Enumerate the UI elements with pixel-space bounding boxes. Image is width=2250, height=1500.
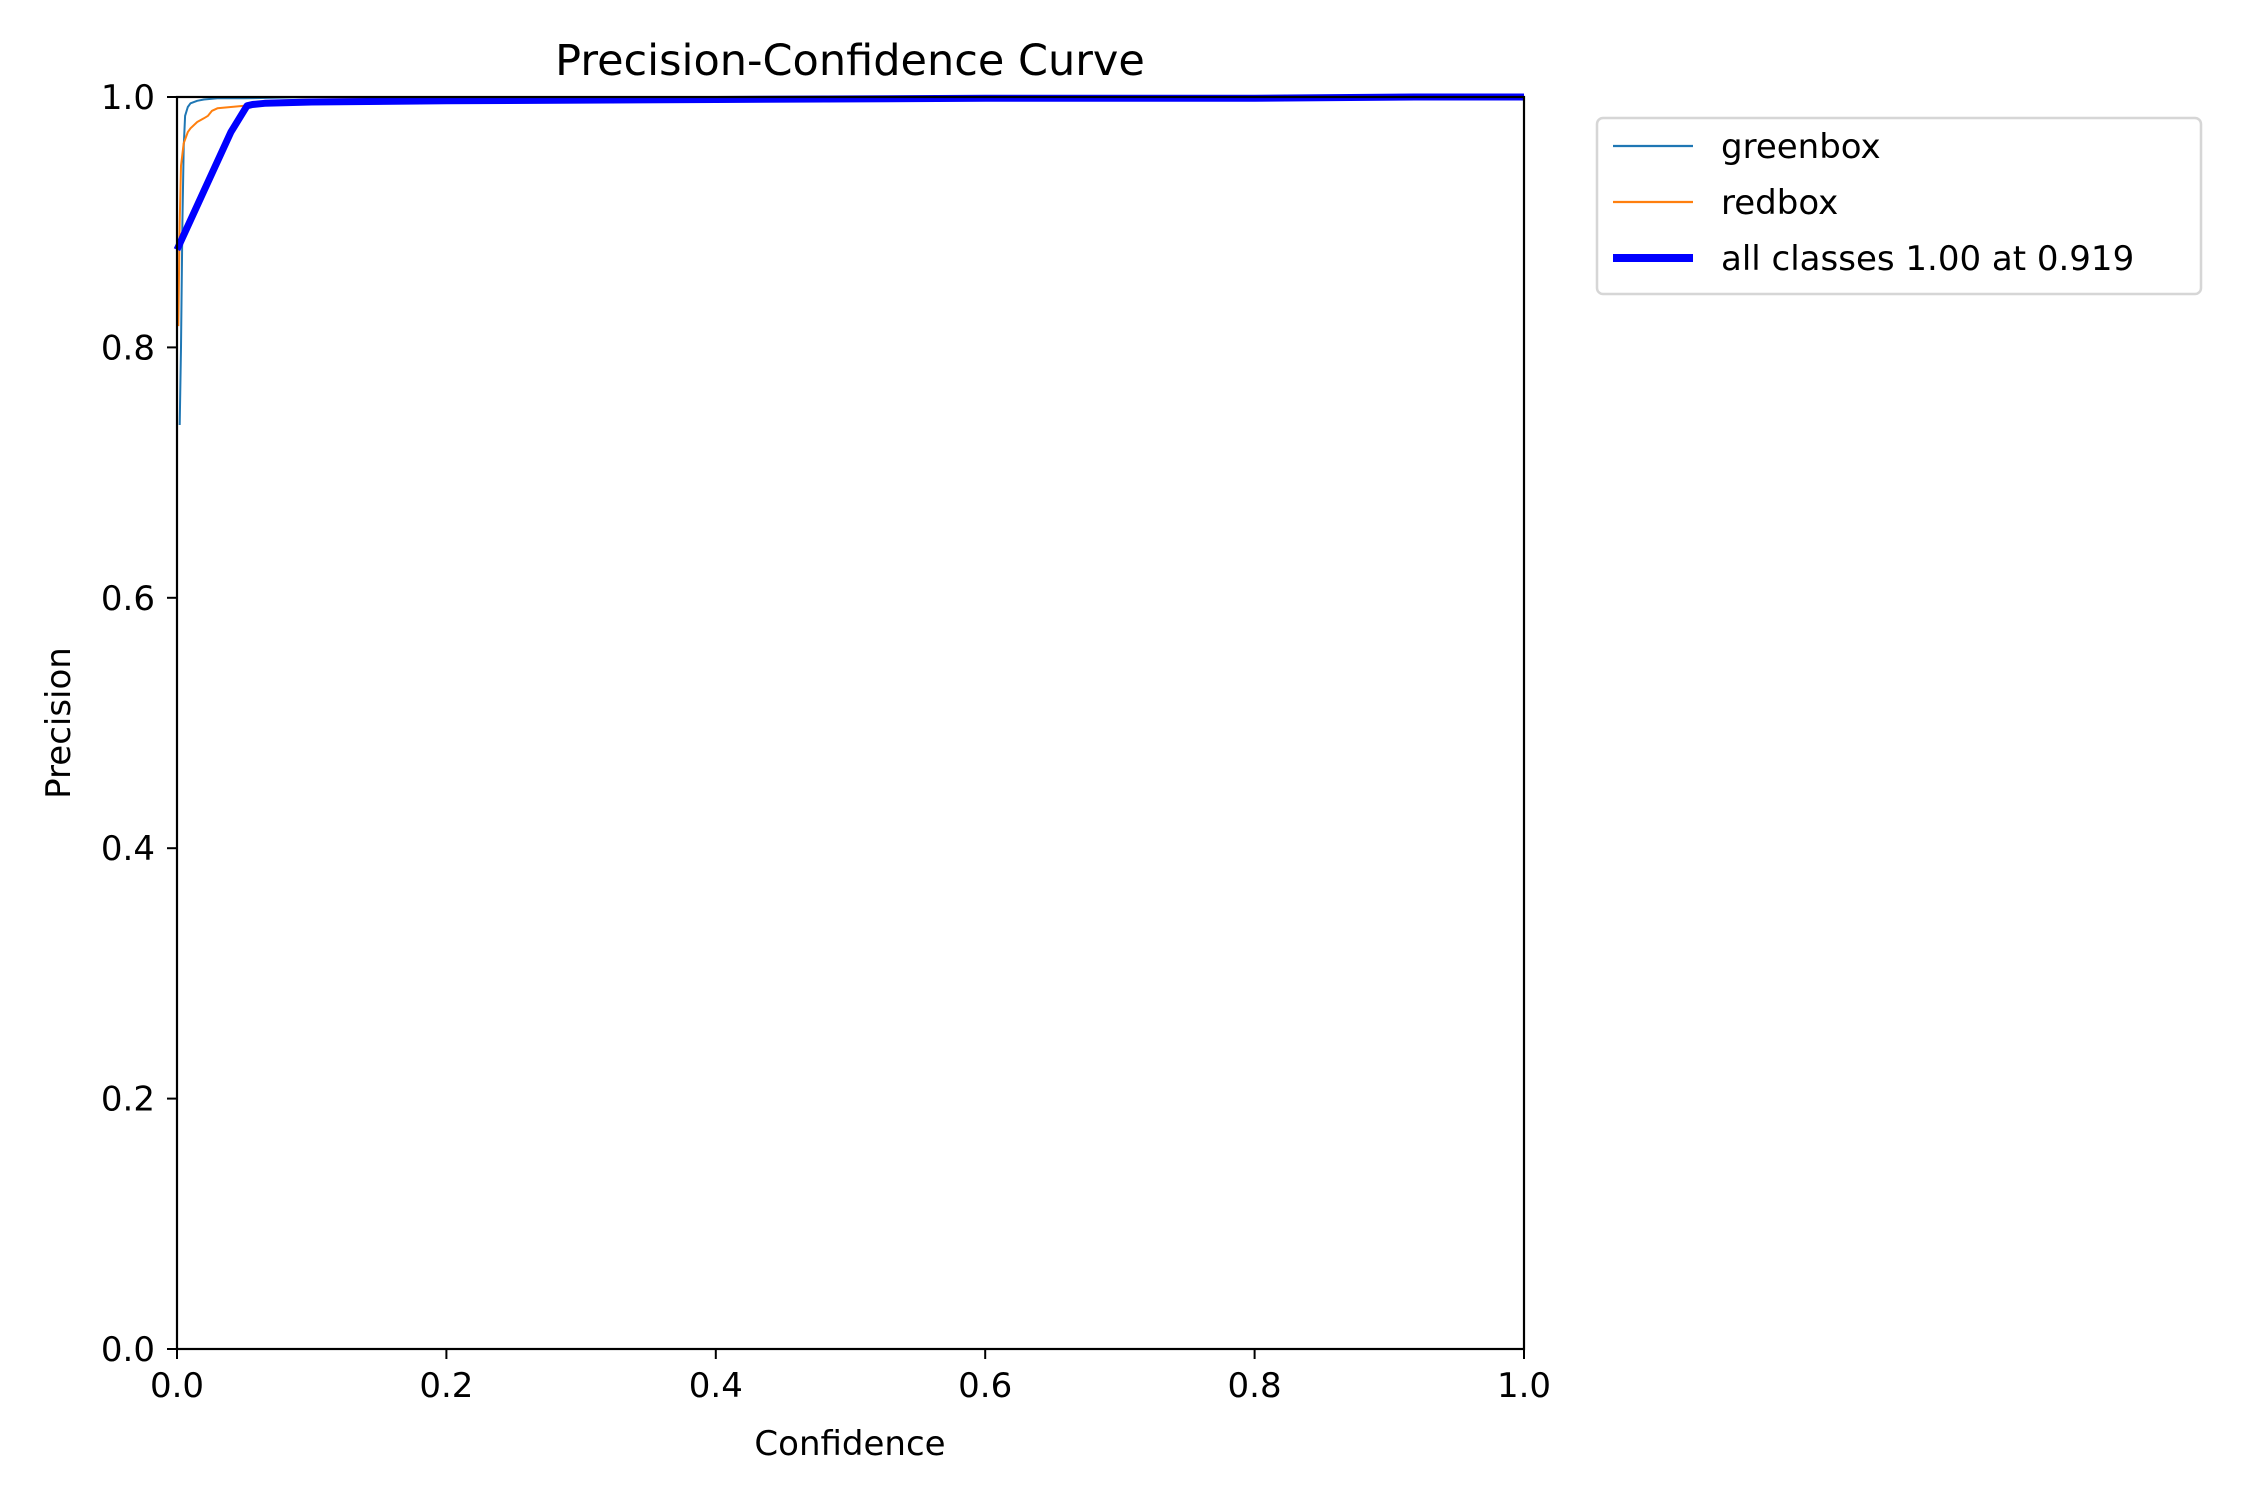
y-tick-label: 0.8 — [101, 328, 155, 368]
plot-background — [177, 97, 1524, 1349]
x-tick-label: 0.4 — [689, 1366, 743, 1406]
legend-item-redbox: redbox — [1613, 183, 1838, 223]
legend: greenbox redbox all classes 1.00 at 0.91… — [1595, 116, 2203, 296]
legend-item-greenbox: greenbox — [1613, 127, 1881, 167]
series-line-all-classes — [173, 93, 1524, 252]
x-tick-label: 1.0 — [1497, 1366, 1551, 1406]
y-tick-label: 0.0 — [101, 1330, 155, 1370]
x-tick-label: 0.2 — [419, 1366, 473, 1406]
chart-title: Precision-Confidence Curve — [555, 36, 1145, 86]
legend-label: all classes 1.00 at 0.919 — [1721, 239, 2134, 279]
y-axis: 0.0 0.2 0.4 0.6 0.8 1.0 — [101, 78, 177, 1370]
y-tick-label: 0.2 — [101, 1080, 155, 1120]
y-tick-label: 1.0 — [101, 78, 155, 118]
y-tick-label: 0.6 — [101, 579, 155, 619]
x-axis-label: Confidence — [754, 1424, 945, 1464]
axes-frame — [175, 95, 1526, 1351]
x-axis: 0.0 0.2 0.4 0.6 0.8 1.0 — [150, 1349, 1551, 1406]
legend-box — [1595, 116, 2203, 296]
y-tick-label: 0.4 — [101, 829, 155, 869]
y-axis-label: Precision — [39, 647, 79, 799]
legend-label: redbox — [1721, 183, 1838, 223]
legend-label: greenbox — [1721, 127, 1881, 167]
plot-area — [173, 93, 1526, 1351]
x-tick-label: 0.8 — [1228, 1366, 1282, 1406]
legend-item-all-classes: all classes 1.00 at 0.919 — [1613, 239, 2134, 279]
x-tick-label: 0.0 — [150, 1366, 204, 1406]
x-tick-label: 0.6 — [958, 1366, 1012, 1406]
